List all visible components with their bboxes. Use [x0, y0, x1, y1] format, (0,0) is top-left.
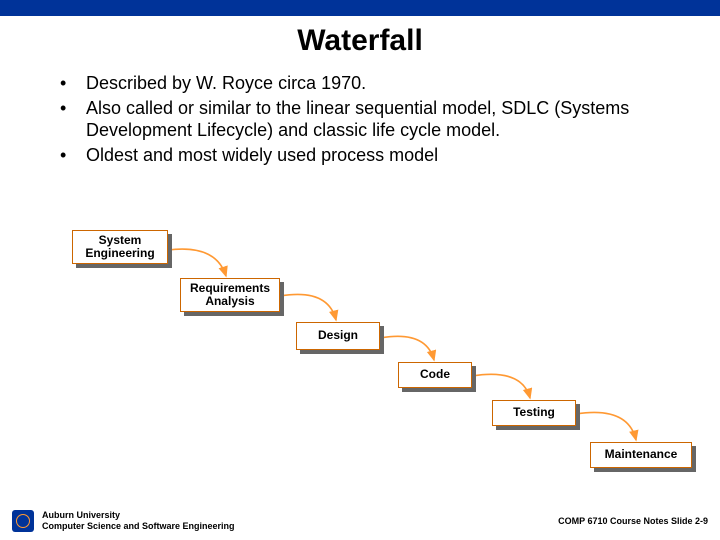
footer-department: Computer Science and Software Engineerin… [42, 521, 235, 532]
bullet-item: Also called or similar to the linear seq… [60, 97, 672, 142]
waterfall-diagram: System Engineering Requirements Analysis D… [0, 222, 720, 482]
arrow-requirements-analysis-to-design [280, 294, 336, 320]
arrow-code-to-testing [472, 374, 530, 398]
footer-left-text: Auburn University Computer Science and S… [42, 510, 235, 532]
slide-title: Waterfall [0, 16, 720, 72]
university-logo-icon [12, 510, 34, 532]
stage-system-engineering: System Engineering [72, 230, 168, 264]
bullet-item: Described by W. Royce circa 1970. [60, 72, 672, 95]
bullet-item: Oldest and most widely used process mode… [60, 144, 672, 167]
footer-right-text: COMP 6710 Course Notes Slide 2-9 [558, 516, 708, 526]
top-bar [0, 0, 720, 16]
stage-requirements-analysis: Requirements Analysis [180, 278, 280, 312]
arrow-design-to-code [380, 336, 434, 360]
stage-code: Code [398, 362, 472, 388]
stage-maintenance: Maintenance [590, 442, 692, 468]
slide-footer: Auburn University Computer Science and S… [0, 506, 720, 540]
stage-design: Design [296, 322, 380, 350]
arrow-system-engineering-to-requirements-analysis [168, 249, 226, 276]
arrow-testing-to-maintenance [576, 412, 636, 440]
footer-university: Auburn University [42, 510, 235, 521]
stage-testing: Testing [492, 400, 576, 426]
bullet-list: Described by W. Royce circa 1970. Also c… [0, 72, 720, 166]
